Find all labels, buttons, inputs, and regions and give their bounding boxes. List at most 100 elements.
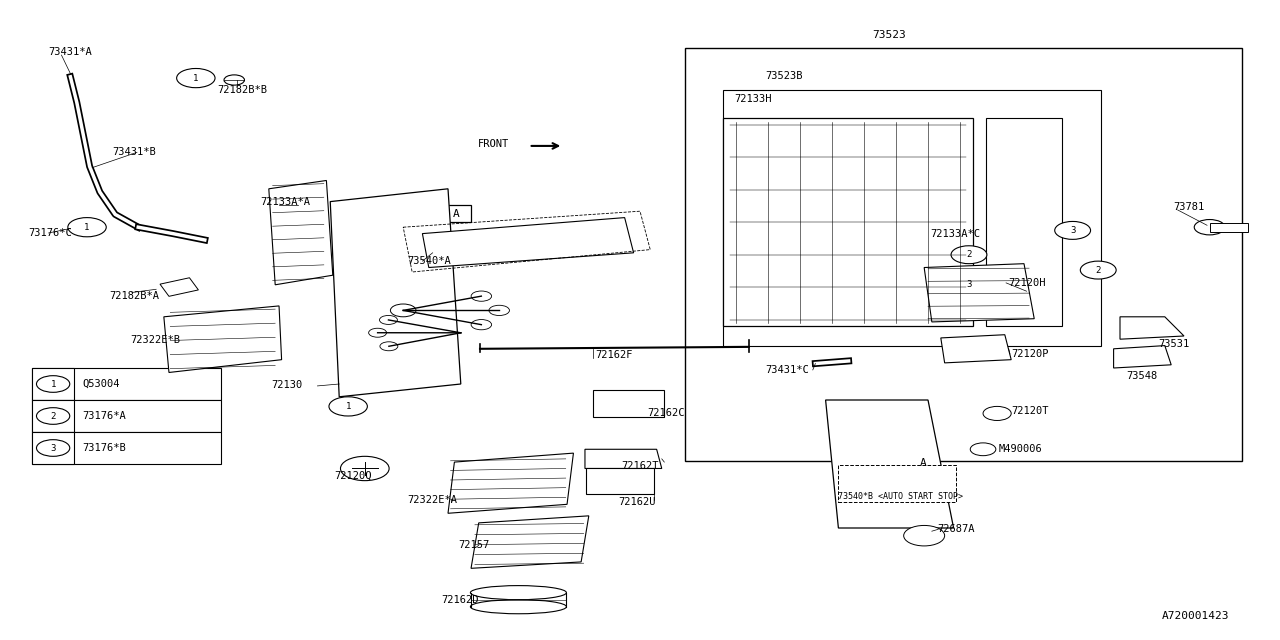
Circle shape: [329, 397, 367, 416]
Text: 72322E*B: 72322E*B: [131, 335, 180, 346]
Circle shape: [369, 328, 387, 337]
Text: 72322E*A: 72322E*A: [407, 495, 457, 506]
Circle shape: [904, 525, 945, 546]
Polygon shape: [826, 400, 954, 528]
Text: Q53004: Q53004: [82, 379, 119, 389]
Bar: [32, 400, 221, 432]
Polygon shape: [164, 306, 282, 372]
Text: 73431*B: 73431*B: [113, 147, 156, 157]
Text: 73781: 73781: [1174, 202, 1204, 212]
Circle shape: [471, 291, 492, 301]
Bar: [723, 118, 973, 326]
Circle shape: [489, 305, 509, 316]
Bar: [908, 455, 938, 472]
Text: FRONT: FRONT: [477, 139, 508, 149]
Text: 72130: 72130: [271, 380, 302, 390]
Bar: [440, 205, 471, 222]
Text: 72120P: 72120P: [1011, 349, 1048, 359]
Polygon shape: [330, 189, 461, 397]
Text: 73176*A: 73176*A: [82, 411, 125, 421]
Bar: [986, 118, 1062, 326]
Circle shape: [37, 376, 70, 392]
Circle shape: [1055, 221, 1091, 239]
Bar: [32, 400, 74, 432]
Bar: [32, 432, 74, 464]
Circle shape: [951, 276, 987, 294]
Bar: [593, 390, 664, 417]
Text: M490006: M490006: [998, 444, 1042, 454]
Circle shape: [471, 319, 492, 330]
Text: 73548: 73548: [1126, 371, 1157, 381]
Circle shape: [177, 68, 215, 88]
Circle shape: [951, 246, 987, 264]
Polygon shape: [941, 335, 1011, 363]
Text: 73431*C: 73431*C: [765, 365, 809, 375]
Circle shape: [224, 75, 244, 85]
Text: 1: 1: [50, 380, 56, 388]
Bar: [32, 432, 221, 464]
Bar: [32, 368, 74, 400]
Bar: [685, 48, 1242, 461]
Polygon shape: [422, 218, 634, 268]
Text: 73540*B <AUTO START STOP>: 73540*B <AUTO START STOP>: [838, 492, 964, 501]
Text: 72133A*C: 72133A*C: [931, 229, 980, 239]
Bar: [586, 468, 654, 494]
Text: 72120Q: 72120Q: [334, 471, 372, 481]
Circle shape: [37, 440, 70, 456]
Text: 72687A: 72687A: [937, 524, 974, 534]
Circle shape: [37, 408, 70, 424]
Bar: [723, 90, 1101, 346]
Text: 73540*A: 73540*A: [407, 256, 451, 266]
Text: 72182B*B: 72182B*B: [218, 84, 268, 95]
Text: 73176*B: 73176*B: [82, 443, 125, 453]
Circle shape: [983, 406, 1011, 420]
Text: 73523B: 73523B: [765, 70, 803, 81]
Polygon shape: [269, 180, 333, 285]
Text: 3: 3: [1070, 226, 1075, 235]
Text: A: A: [919, 458, 927, 468]
Text: 1: 1: [193, 74, 198, 83]
Text: 72133H: 72133H: [735, 94, 772, 104]
Text: 1: 1: [346, 402, 351, 411]
Polygon shape: [160, 278, 198, 296]
Text: 72120H: 72120H: [1009, 278, 1046, 288]
Text: 2: 2: [50, 412, 56, 420]
Text: A720001423: A720001423: [1161, 611, 1229, 621]
Text: 72157: 72157: [458, 540, 489, 550]
Text: 72162F: 72162F: [595, 350, 632, 360]
Bar: [1210, 223, 1248, 232]
Text: 3: 3: [50, 444, 56, 452]
Ellipse shape: [471, 600, 567, 614]
Polygon shape: [471, 516, 589, 568]
Text: 73176*C: 73176*C: [28, 228, 72, 238]
Text: 2: 2: [966, 250, 972, 259]
Text: 72120T: 72120T: [1011, 406, 1048, 416]
Circle shape: [68, 218, 106, 237]
Text: 73531: 73531: [1158, 339, 1189, 349]
Polygon shape: [1120, 317, 1184, 339]
Circle shape: [970, 443, 996, 456]
Bar: [838, 465, 956, 502]
Polygon shape: [1114, 346, 1171, 368]
Text: 73431*A: 73431*A: [49, 47, 92, 58]
Polygon shape: [448, 453, 573, 513]
Bar: [32, 368, 221, 400]
Circle shape: [380, 342, 398, 351]
Circle shape: [1194, 220, 1225, 235]
Text: 72162U: 72162U: [618, 497, 655, 508]
Polygon shape: [585, 449, 662, 468]
Text: 2: 2: [1096, 266, 1101, 275]
Text: 1: 1: [84, 223, 90, 232]
Polygon shape: [924, 264, 1034, 322]
Circle shape: [340, 456, 389, 481]
Circle shape: [390, 304, 416, 317]
Circle shape: [379, 316, 397, 324]
Text: 72162T: 72162T: [621, 461, 658, 471]
Text: 72133A*A: 72133A*A: [260, 196, 310, 207]
Ellipse shape: [471, 586, 567, 600]
Text: 72182B*A: 72182B*A: [109, 291, 159, 301]
Text: 73523: 73523: [873, 30, 906, 40]
Text: 3: 3: [966, 280, 972, 289]
Text: 72162D: 72162D: [442, 595, 479, 605]
Text: A: A: [452, 209, 460, 219]
